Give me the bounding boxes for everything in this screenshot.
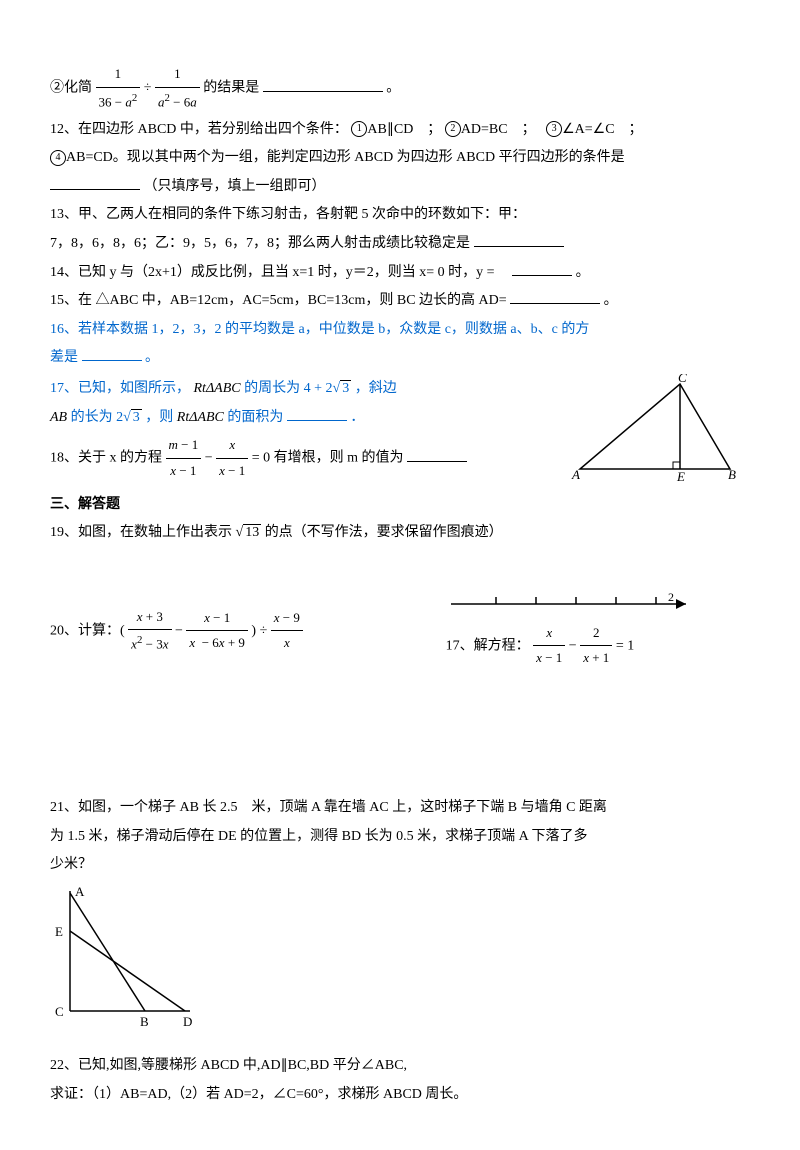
q13-l1: 13、甲、乙两人在相同的条件下练习射击，各射靶 5 次命中的环数如下：甲： <box>50 202 750 229</box>
q17-punct: ． <box>350 410 364 425</box>
q16-l2txt: 差是 <box>50 350 78 365</box>
q17-l2c: ，则 <box>145 410 173 425</box>
frac-a: x + 3 x2 − 3x <box>128 605 171 658</box>
frac-x1: x x − 1 <box>216 433 248 483</box>
ladder-figure: A E C B D <box>50 881 750 1031</box>
q22-l1: 22、已知,如图,等腰梯形 ABCD 中,AD∥BC,BD 平分∠ABC, <box>50 1053 750 1080</box>
q21-l1: 21、如图，一个梯子 AB 长 2.5 米，顶端 A 靠在墙 AC 上，这时梯子… <box>50 795 750 822</box>
frac-1: 1 36 − a2 <box>96 62 141 115</box>
blank-13 <box>474 232 564 247</box>
c2txt: AD=BC ； <box>461 122 543 137</box>
q17-l2: AB 的长为 2 3 ，则 RtΔABC 的面积为 ． <box>50 405 570 432</box>
blank-11b <box>263 77 383 92</box>
q13-l2: 7，8，6，8，6；乙：9，5，6，7，8；那么两人射击成绩比较稳定是 <box>50 231 750 258</box>
q17-l1c: 的周长为 4 + 2 <box>244 381 332 396</box>
q15-txt: 15、在 △ABC 中，AB=12cm，AC=5cm，BC=13cm，则 BC … <box>50 293 507 308</box>
frac-d: x x − 1 <box>533 621 565 671</box>
q17-l1a: 17、已知，如图所示， <box>50 381 190 396</box>
circle-4: 4 <box>50 150 66 166</box>
q21-l2: 为 1.5 米，梯子滑动后停在 DE 的位置上，测得 BD 长为 0.5 米，求… <box>50 824 750 851</box>
blank-12 <box>50 175 140 190</box>
frac-2: 1 a2 − 6a <box>155 62 200 115</box>
c3txt: ∠A=∠C ； <box>562 122 642 137</box>
q17-l2e: 的面积为 <box>227 410 283 425</box>
q20-suf: ) <box>251 623 256 638</box>
q17-l1d: ，斜边 <box>355 381 397 396</box>
q21-l3: 少米？ <box>50 852 750 879</box>
rad-3b: 3 <box>131 409 142 425</box>
lad-B: B <box>140 1014 149 1029</box>
q16-l1: 16、若样本数据 1，2，3，2 的平均数是 a，中位数是 b，众数是 c，则数… <box>50 317 750 344</box>
q12-l3txt: （只填序号，填上一组即可） <box>144 179 326 194</box>
lad-E: E <box>55 924 63 939</box>
q17-row: 17、已知，如图所示， RtΔABC 的周长为 4 + 23 ，斜边 AB 的长… <box>50 374 750 486</box>
tri-B: B <box>728 467 736 482</box>
q15-punct: 。 <box>604 293 618 308</box>
blank-18 <box>407 447 467 462</box>
triangle-figure: A B C E <box>570 374 750 484</box>
q19-suf: 的点（不写作法，要求保留作图痕迹） <box>265 525 503 540</box>
q11b-prefix: ②化简 <box>50 81 92 96</box>
q20-row: 20、计算：( x + 3 x2 − 3x − x − 1 x − 6x + 9… <box>50 589 750 673</box>
circle-3: 3 <box>546 121 562 137</box>
q12-l1: 12、在四边形 ABCD 中，若分别给出四个条件： 1AB∥CD ； 2AD=B… <box>50 117 750 144</box>
q17-l2a: AB <box>50 410 71 425</box>
q17-l2d: RtΔABC <box>177 410 228 425</box>
q18: 18、关于 x 的方程 m − 1 x − 1 − x x − 1 = 0 有增… <box>50 433 570 483</box>
frac-b: x − 1 x − 6x + 9 <box>186 606 248 656</box>
q14-punct: 。 <box>576 265 590 280</box>
q22-l2: 求证：（1）AB=AD,（2）若 AD=2，∠C=60°，求梯形 ABCD 周长… <box>50 1082 750 1109</box>
lad-C: C <box>55 1004 64 1019</box>
lad-A: A <box>75 884 85 899</box>
c4txt: AB=CD。现以其中两个为一组，能判定四边形 ABCD 为四边形 ABCD 平行… <box>66 150 625 165</box>
section-3: 三、解答题 <box>50 492 750 519</box>
q20b: 17、解方程： x x − 1 − 2 x + 1 = 1 <box>446 621 750 671</box>
sqrt-3b: 3 <box>123 405 142 432</box>
q16-l2: 差是 。 <box>50 345 750 372</box>
q12-l2: 4AB=CD。现以其中两个为一组，能判定四边形 ABCD 为四边形 ABCD 平… <box>50 145 750 172</box>
q12-l1a: 12、在四边形 ABCD 中，若分别给出四个条件： <box>50 122 348 137</box>
q14: 14、已知 y 与（2x+1）成反比例，且当 x=1 时，y＝2，则当 x= 0… <box>50 260 750 287</box>
q13-l2txt: 7，8，6，8，6；乙：9，5，6，7，8；那么两人射击成绩比较稳定是 <box>50 236 470 251</box>
q15: 15、在 △ABC 中，AB=12cm，AC=5cm，BC=13cm，则 BC … <box>50 288 750 315</box>
circle-1: 1 <box>351 121 367 137</box>
rad-13: 13 <box>243 524 261 540</box>
blank-15 <box>510 289 600 304</box>
blank-16 <box>82 346 142 361</box>
q16-punct: 。 <box>145 350 159 365</box>
sqrt-13: 13 <box>236 520 262 547</box>
q11b-punct: 。 <box>386 81 400 96</box>
q11b-suffix: 的结果是 <box>203 81 259 96</box>
c1txt: AB∥CD ； <box>367 122 441 137</box>
q17-l1: 17、已知，如图所示， RtΔABC 的周长为 4 + 2 3 ，斜边 <box>50 376 570 403</box>
q20-solve: 17、解方程： <box>446 638 530 653</box>
frac-e: 2 x + 1 <box>580 621 612 671</box>
q12-l3: （只填序号，填上一组即可） <box>50 174 750 201</box>
q14-txt: 14、已知 y 与（2x+1）成反比例，且当 x=1 时，y＝2，则当 x= 0… <box>50 265 509 280</box>
circle-2: 2 <box>445 121 461 137</box>
q20: 20、计算：( x + 3 x2 − 3x − x − 1 x − 6x + 9… <box>50 605 446 658</box>
q18-eq: = 0 有增根，则 m 的值为 <box>252 451 404 466</box>
numberline-icon: 2 <box>446 589 696 619</box>
rad-3a: 3 <box>340 380 351 396</box>
q11b: ②化简 1 36 − a2 ÷ 1 a2 − 6a 的结果是 。 <box>50 62 750 115</box>
blank-14 <box>512 261 572 276</box>
sqrt-3a: 3 <box>333 376 352 403</box>
q17-l1b: RtΔABC <box>194 381 241 396</box>
tri-C: C <box>678 374 687 385</box>
q17-l2b: 的长为 2 <box>71 410 124 425</box>
tri-E: E <box>676 469 685 484</box>
svg-text:2: 2 <box>668 590 674 604</box>
q20-pre: 20、计算：( <box>50 623 125 638</box>
frac-m1: m − 1 x − 1 <box>166 433 202 483</box>
blank-17 <box>287 406 347 421</box>
q18-txt: 18、关于 x 的方程 <box>50 451 162 466</box>
q19-txt: 19、如图，在数轴上作出表示 <box>50 525 232 540</box>
lad-D: D <box>183 1014 192 1029</box>
q20-eq2r: = 1 <box>616 638 634 653</box>
q19: 19、如图，在数轴上作出表示 13 的点（不写作法，要求保留作图痕迹） <box>50 520 750 547</box>
frac-c: x − 9 x <box>271 606 303 656</box>
tri-A: A <box>571 467 580 482</box>
